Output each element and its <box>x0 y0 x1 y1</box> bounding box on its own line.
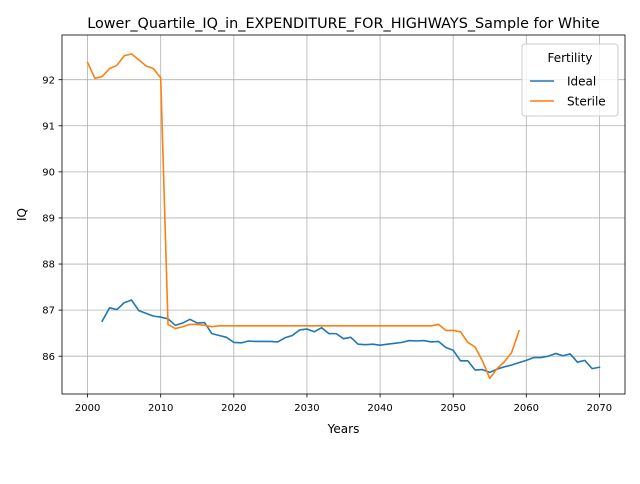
x-tick-label: 2060 <box>514 403 539 414</box>
y-tick-label: 89 <box>42 214 55 225</box>
y-axis-label: IQ <box>15 208 29 221</box>
y-tick-label: 86 <box>42 352 55 363</box>
y-tick-label: 88 <box>42 260 55 271</box>
y-tick-label: 87 <box>42 306 55 317</box>
legend-title: Fertility <box>547 51 592 65</box>
x-tick-label: 2070 <box>587 403 612 414</box>
plot-frame <box>61 34 626 395</box>
chart-title: Lower_Quartile_IQ_in_EXPENDITURE_FOR_HIG… <box>87 16 600 32</box>
series-layer <box>86 53 601 380</box>
series-line-sterile <box>86 53 520 380</box>
series-line-ideal <box>101 299 601 374</box>
tick-layer: 2000 2010 2020 2030 2040 2050 2060 2070 86 87 88 89… <box>42 75 612 414</box>
x-axis-label: Years <box>327 422 360 436</box>
legend-label-sterile: Sterile <box>567 95 606 109</box>
x-tick-label: 2000 <box>75 403 100 414</box>
x-tick-label: 2030 <box>294 403 319 414</box>
x-tick-label: 2050 <box>440 403 465 414</box>
legend-box <box>521 43 619 117</box>
y-tick-label: 90 <box>42 167 55 178</box>
y-tick-label: 91 <box>42 121 55 132</box>
x-tick-label: 2020 <box>221 403 246 414</box>
y-tick-label: 92 <box>42 75 55 86</box>
legend-label-ideal: Ideal <box>567 75 596 89</box>
x-tick-label: 2010 <box>148 403 173 414</box>
x-tick-label: 2040 <box>367 403 392 414</box>
legend: Fertility Ideal Sterile <box>521 43 619 117</box>
